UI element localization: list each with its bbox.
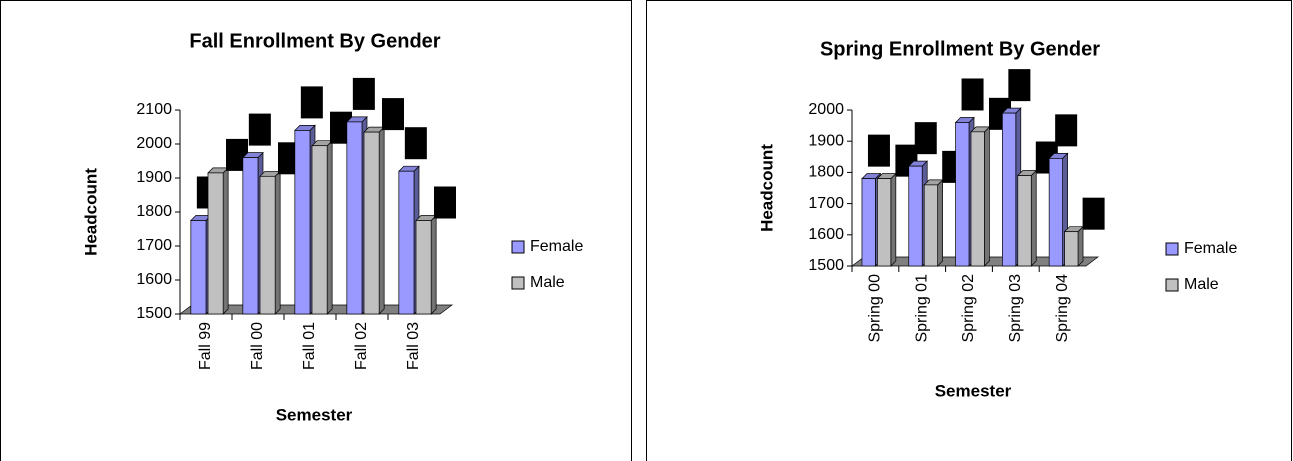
y-tick-label: 2100 (136, 101, 172, 118)
y-axis-title: Headcount (757, 144, 776, 232)
bar-side (378, 126, 385, 315)
redacted-label (404, 127, 427, 160)
y-tick-label: 1500 (136, 305, 172, 322)
x-tick-label: Fall 02 (353, 322, 370, 370)
legend-swatch (511, 240, 525, 254)
redacted-label (300, 86, 323, 119)
bar (970, 125, 991, 267)
bar-front (294, 130, 311, 315)
y-tick-label: 2000 (808, 101, 844, 118)
bar (207, 167, 230, 315)
legend-label: Male (1184, 276, 1219, 293)
bar-front (1064, 231, 1079, 267)
y-tick-label: 1800 (136, 203, 172, 220)
redacted-label (352, 77, 375, 110)
bar-front (190, 220, 207, 315)
bar (259, 170, 282, 315)
y-tick-label: 1500 (808, 257, 844, 274)
bar-front (970, 131, 985, 267)
y-tick-label: 1700 (136, 237, 172, 254)
y-tick-label: 1600 (136, 271, 172, 288)
y-tick-label: 1900 (808, 132, 844, 149)
y-tick-label: 1900 (136, 169, 172, 186)
bar-front (398, 170, 415, 315)
y-axis-title: Headcount (81, 168, 100, 256)
y-tick-label: 2000 (136, 135, 172, 152)
bar (876, 172, 897, 267)
bar-front (1002, 112, 1017, 267)
bar (311, 139, 334, 315)
redacted-label (382, 98, 404, 131)
legend-label: Male (530, 274, 565, 291)
y-tick-label: 1700 (808, 195, 844, 212)
bar (363, 126, 386, 315)
bar-side (1030, 169, 1037, 267)
bar-side (937, 179, 943, 267)
bar-front (923, 184, 938, 267)
x-axis-title: Semester (276, 405, 353, 424)
bar-front (259, 175, 276, 315)
bar-front (1017, 175, 1032, 267)
bar-front (908, 165, 923, 267)
bar (415, 214, 438, 315)
redacted-label (1082, 197, 1105, 230)
x-tick-label: Fall 01 (301, 322, 318, 370)
bar-front (311, 145, 328, 315)
bar-front (363, 131, 380, 315)
bar-front (1048, 158, 1063, 267)
legend-swatch (1165, 278, 1179, 292)
x-axis-title: Semester (935, 381, 1012, 400)
redacted-label (248, 113, 271, 146)
x-tick-label: Spring 00 (867, 274, 884, 343)
bar-side (1077, 225, 1084, 267)
bar-side (326, 139, 333, 315)
redacted-label (434, 186, 456, 219)
legend-swatch (1165, 242, 1179, 256)
legend-label: Female (1184, 240, 1237, 257)
x-tick-label: Spring 01 (913, 274, 930, 343)
x-tick-label: Fall 00 (249, 322, 266, 370)
redacted-label (1055, 114, 1078, 147)
panel-frame (646, 0, 1292, 461)
bar-front (242, 157, 259, 315)
bar-side (222, 167, 229, 315)
x-tick-label: Fall 03 (405, 322, 422, 370)
y-tick-label: 1800 (808, 164, 844, 181)
bar-front (861, 178, 876, 267)
redacted-label (1008, 69, 1031, 102)
redacted-label (914, 122, 937, 155)
bar-front (207, 172, 224, 315)
x-tick-label: Spring 03 (1007, 274, 1024, 343)
legend-swatch (511, 276, 525, 290)
bar (1016, 169, 1038, 267)
chart-title: Fall Enrollment By Gender (189, 30, 440, 52)
x-tick-label: Spring 04 (1054, 274, 1071, 343)
bar-front (346, 121, 363, 315)
bar-side (890, 172, 897, 267)
bar-front (415, 220, 432, 315)
bar-side (984, 125, 990, 267)
legend-label: Female (530, 238, 583, 255)
y-tick-label: 1600 (808, 226, 844, 243)
redacted-label (867, 134, 890, 167)
bar (1063, 225, 1084, 267)
bar-front (955, 122, 970, 267)
chart: Spring Enrollment By Gender Headcount Seme… (757, 38, 1237, 400)
bar (923, 179, 944, 267)
redacted-label (961, 78, 984, 111)
chart: Fall Enrollment By Gender Headcount Semest… (81, 30, 583, 424)
panel-frame (0, 0, 632, 461)
bar-side (274, 170, 281, 315)
bar-front (877, 178, 892, 267)
bar-side (430, 214, 437, 315)
x-tick-label: Spring 02 (960, 274, 977, 343)
chart-title: Spring Enrollment By Gender (820, 38, 1100, 60)
x-tick-label: Fall 99 (197, 322, 214, 370)
